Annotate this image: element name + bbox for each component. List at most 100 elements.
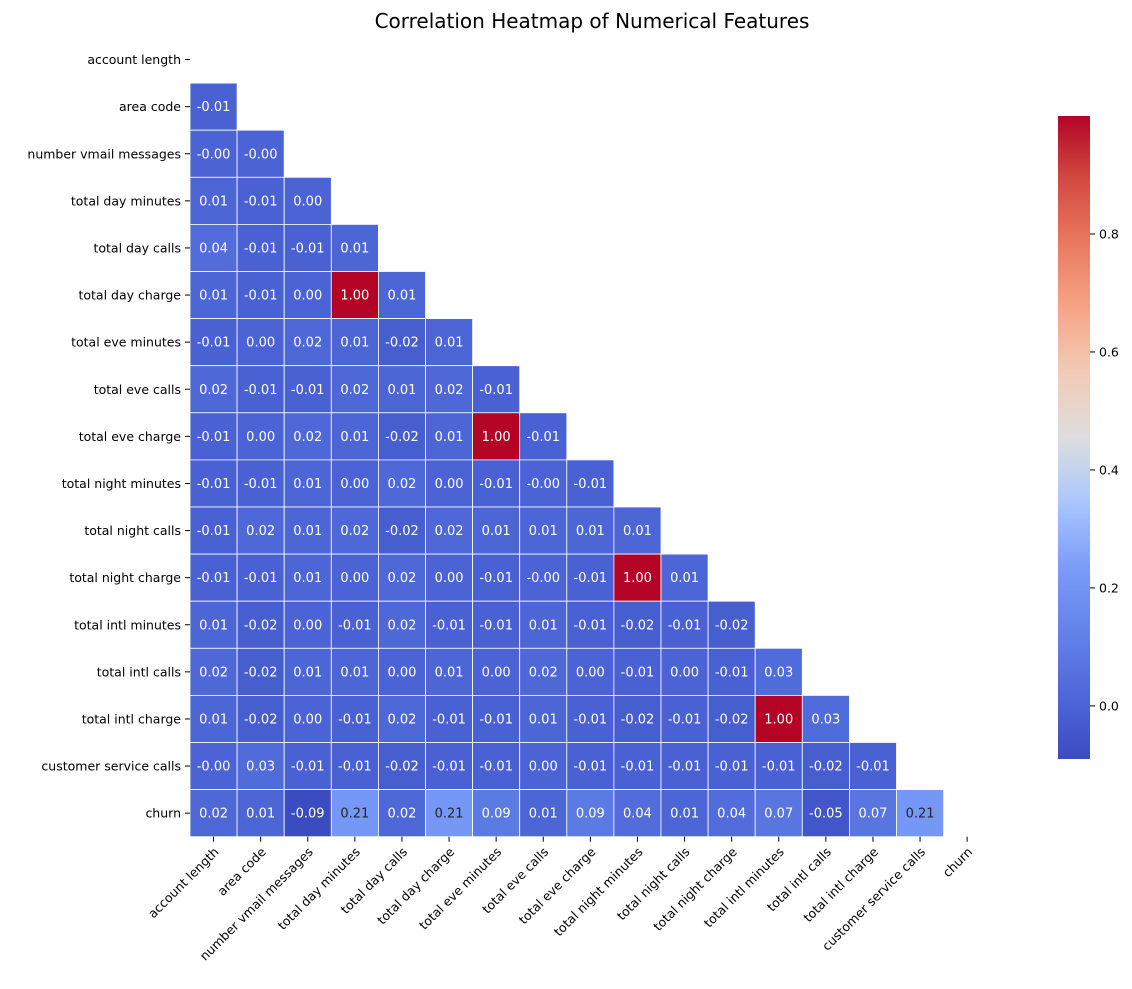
heatmap-cell	[472, 789, 521, 838]
y-tick-label: total night calls	[84, 523, 181, 538]
y-tick-label: number vmail messages	[27, 146, 181, 161]
cell-value-label: -0.01	[668, 618, 702, 633]
cell-value-label: 0.02	[199, 807, 228, 822]
cell-value-label: 0.02	[293, 430, 322, 445]
cell-value-label: -0.01	[668, 712, 702, 727]
heatmap-cell	[754, 742, 803, 790]
y-tick-label: total intl charge	[82, 711, 182, 726]
heatmap-cell	[189, 789, 238, 838]
cell-value-label: 0.02	[387, 618, 416, 633]
heatmap-cell	[566, 695, 615, 743]
heatmap-cell	[519, 600, 568, 649]
heatmap-cell	[801, 742, 850, 790]
cell-value-label: -0.01	[621, 760, 655, 775]
cell-value-label: -0.00	[526, 477, 560, 492]
heatmap-cell	[330, 223, 379, 272]
heatmap-cell	[330, 459, 379, 508]
heatmap-cell	[707, 600, 756, 649]
heatmap-cell	[425, 365, 473, 414]
cell-value-label: 0.02	[435, 383, 464, 398]
heatmap-cell	[425, 553, 473, 602]
cell-value-label: -0.01	[432, 712, 466, 727]
cell-value-label: -0.01	[574, 571, 608, 586]
cell-value-label: 0.02	[293, 336, 322, 351]
cell-value-label: 0.09	[482, 807, 511, 822]
cell-value-label: -0.02	[621, 618, 655, 633]
heatmap-cell	[330, 553, 379, 602]
x-tick-label: total intl minutes	[701, 844, 787, 930]
heatmap-cell	[189, 365, 238, 414]
cell-value-label: -0.01	[338, 618, 372, 633]
heatmap-cell	[330, 600, 379, 649]
heatmap-cell	[283, 600, 332, 649]
cell-value-label: -0.01	[197, 477, 231, 492]
heatmap-cell	[849, 742, 897, 790]
cell-value-label: 0.00	[293, 289, 322, 304]
cell-value-label: 0.01	[340, 665, 369, 680]
cell-value-label: -0.02	[809, 760, 843, 775]
heatmap-cell	[236, 789, 285, 838]
heatmap-cell	[189, 506, 238, 555]
colorbar-gradient	[1058, 116, 1090, 759]
cell-value-label: -0.01	[432, 760, 466, 775]
cell-value-label: 0.01	[199, 289, 228, 304]
cell-value-label: -0.01	[197, 430, 231, 445]
cell-value-label: -0.01	[668, 760, 702, 775]
heatmap-cell	[236, 271, 285, 319]
heatmap-cell	[236, 129, 285, 178]
colorbar-tick-label: 0.0	[1099, 698, 1119, 713]
cell-value-label: -0.01	[244, 383, 278, 398]
cell-value-label: -0.01	[479, 477, 513, 492]
y-tick-label: customer service calls	[41, 759, 181, 774]
heatmap-cell	[425, 506, 473, 555]
heatmap-cell	[472, 459, 521, 508]
cell-value-label: 0.02	[387, 477, 416, 492]
cell-value-label: 0.00	[482, 665, 511, 680]
cell-value-label: -0.01	[291, 760, 325, 775]
heatmap-cell	[189, 600, 238, 649]
cell-value-label: -0.02	[385, 760, 419, 775]
cell-value-label: 0.01	[435, 430, 464, 445]
cell-value-label: 0.01	[246, 807, 275, 822]
heatmap-cell	[330, 271, 379, 319]
cell-value-label: 0.02	[199, 665, 228, 680]
heatmap-cell	[801, 695, 850, 743]
heatmap-cell	[283, 742, 332, 790]
heatmap-cell	[330, 647, 379, 696]
x-tick-label: account length	[145, 844, 222, 921]
heatmap-cell	[283, 176, 332, 225]
cell-value-label: -0.01	[291, 383, 325, 398]
heatmap-cell	[519, 506, 568, 555]
cell-value-label: -0.01	[244, 241, 278, 256]
cell-value-label: -0.01	[244, 289, 278, 304]
heatmap-cell	[613, 600, 662, 649]
cell-value-label: 0.01	[340, 241, 369, 256]
heatmap-cell	[660, 553, 709, 602]
colorbar-tick-label: 0.6	[1099, 344, 1119, 359]
cell-value-label: 0.02	[340, 383, 369, 398]
y-tick-label: total eve minutes	[71, 335, 181, 350]
cell-value-label: 1.00	[764, 712, 793, 727]
cell-value-label: 0.03	[811, 712, 840, 727]
cell-value-label: 0.01	[293, 524, 322, 539]
cell-value-label: 0.01	[529, 618, 558, 633]
heatmap-cells: -0.01 -0.00 -0.00 0.01 -0.01 0.00 0.04 -0.01 -0.…	[189, 82, 944, 838]
heatmap-cell	[377, 647, 426, 696]
cell-value-label: -0.00	[244, 147, 278, 162]
cell-value-label: 0.02	[387, 807, 416, 822]
heatmap-cell	[283, 412, 332, 461]
cell-value-label: 0.02	[387, 571, 416, 586]
cell-value-label: 0.07	[858, 807, 887, 822]
cell-value-label: 0.02	[387, 712, 416, 727]
heatmap-cell	[425, 647, 473, 696]
colorbar-tick-label: 0.4	[1099, 462, 1119, 477]
cell-value-label: -0.01	[197, 336, 231, 351]
cell-value-label: 0.00	[435, 477, 464, 492]
y-tick-label: total eve calls	[94, 382, 181, 397]
cell-value-label: -0.01	[762, 760, 796, 775]
heatmap-cell	[236, 742, 285, 790]
cell-value-label: 0.01	[199, 194, 228, 209]
x-tick-label: total night charge	[650, 844, 740, 934]
heatmap-cell	[566, 553, 615, 602]
cell-value-label: 0.02	[435, 524, 464, 539]
